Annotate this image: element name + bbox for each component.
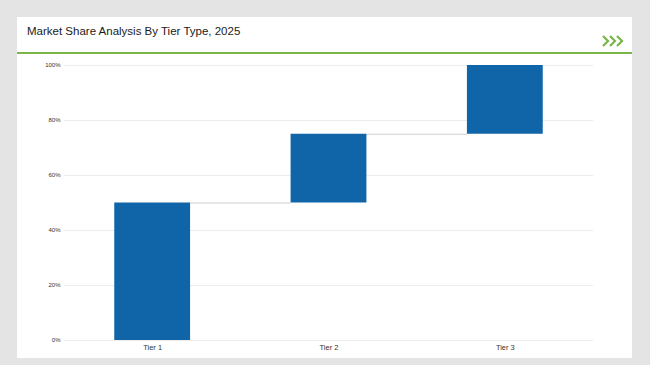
svg-text:40%: 40% (48, 227, 61, 233)
svg-text:0%: 0% (52, 337, 61, 343)
svg-text:Tier 1: Tier 1 (143, 343, 162, 352)
svg-text:Tier 2: Tier 2 (320, 343, 339, 352)
svg-text:Tier 3: Tier 3 (496, 343, 515, 352)
svg-text:20%: 20% (48, 282, 61, 288)
svg-text:80%: 80% (48, 117, 61, 123)
html-text:Market Share Analysis By Tier: Market Share Analysis By Tier Type, 2025 (27, 25, 241, 37)
svg-text:60%: 60% (48, 172, 61, 178)
svg-text:100%: 100% (45, 62, 61, 68)
